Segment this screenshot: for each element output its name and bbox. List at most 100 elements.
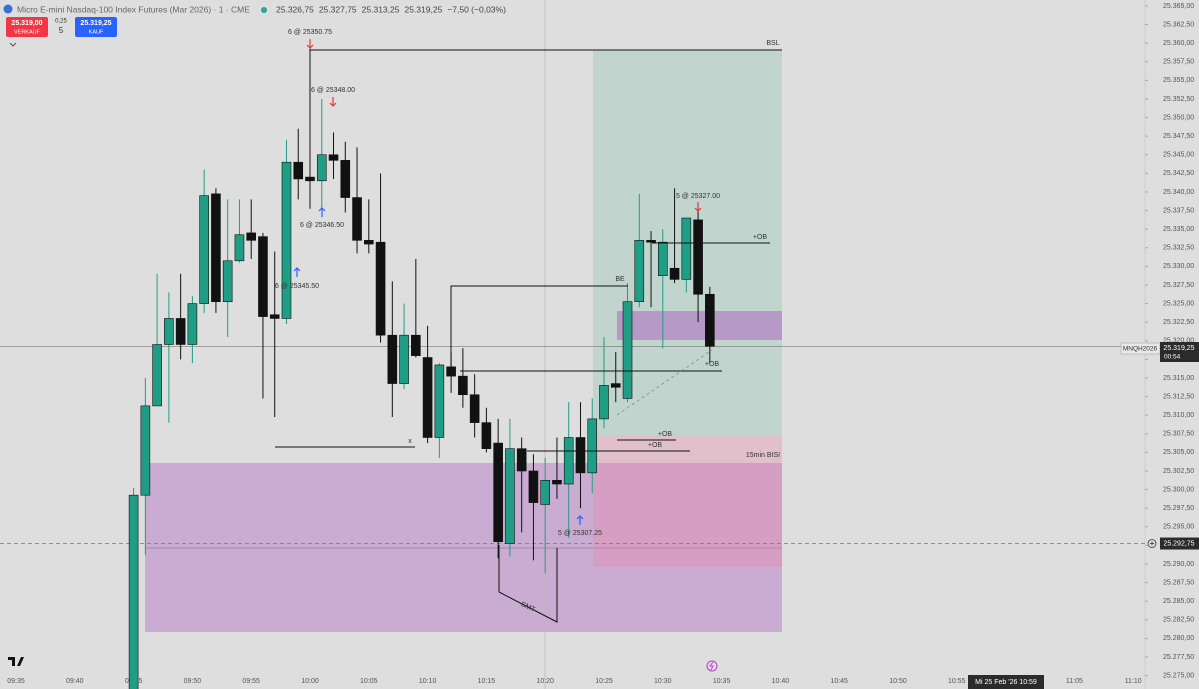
collapse-icon[interactable] [9,42,17,47]
candle-body [669,267,680,280]
annotation: +OB [705,361,720,368]
y-tick-label: 25.280,00 [1163,635,1194,642]
x-tick-label: 09:55 [242,678,260,685]
ob-zone [617,311,782,340]
y-tick-label: 25.285,00 [1163,598,1194,605]
add-alert-button[interactable] [1147,539,1157,548]
y-tick-label: 25.332,50 [1163,245,1194,252]
market-status [261,7,267,13]
candle-body [505,448,515,544]
tv-logo [8,657,24,666]
candle-body [563,437,574,485]
sell-label: VERKAUF [14,29,41,35]
candle-body [258,236,268,317]
x-tick-label: 10:00 [301,678,319,685]
candle-body [199,195,209,304]
fvg-zone [145,463,782,632]
ohlc-value: 25.319,25 [404,4,442,14]
x-tick-label: 09:40 [66,678,84,685]
candle-body [587,418,598,474]
y-tick-label: 25.345,00 [1163,152,1194,159]
y-tick-label: 25.330,00 [1163,263,1194,270]
candle-body [493,442,503,542]
candle-body [693,219,703,295]
sell-arrow [694,202,702,212]
annotation: 15min BISI [746,452,780,459]
loss-zone [593,435,782,567]
x-tick-label: 10:10 [419,678,437,685]
y-tick-label: 25.312,50 [1163,393,1194,400]
y-tick-label: 25.347,50 [1163,133,1194,140]
y-tick-label: 25.342,50 [1163,170,1194,177]
x-tick-label: 10:50 [889,678,907,685]
candle-body [458,375,468,396]
candle-body [634,240,645,303]
y-tick-label: 25.295,00 [1163,524,1194,531]
candle-body [575,437,586,474]
annotation: +OB [753,234,768,241]
buy-button[interactable] [75,17,117,37]
annotation: x [408,438,412,445]
y-tick-label: 25.320,00 [1163,338,1194,345]
sell-button[interactable] [6,17,48,37]
y-tick-label: 25.350,00 [1163,114,1194,121]
annotation: +OB [658,431,673,438]
x-tick-label: 10:05 [360,678,378,685]
candle-body [622,301,633,399]
candle-body [222,260,233,303]
candle-body [305,176,315,182]
y-tick-label: 25.282,50 [1163,617,1194,624]
replay-icon[interactable] [706,660,718,672]
candle-body [269,314,280,319]
annotation: 6 @ 25350.75 [288,29,332,36]
y-tick-label: 25.277,50 [1163,654,1194,661]
y-tick-label: 25.355,00 [1163,77,1194,84]
candle-body [705,293,715,347]
candle-body [281,161,292,319]
last-price-tag [1160,342,1199,362]
y-tick-label: 25.302,50 [1163,468,1194,475]
y-tick-label: 25.337,50 [1163,207,1194,214]
candle-body [610,383,621,388]
candle-body [599,385,609,420]
candle-body [552,479,562,485]
ohlc-value: 25.313,25 [362,4,400,14]
sell-arrow [306,39,314,49]
candle-body [411,334,421,356]
annotation: 6 @ 25348.00 [311,87,355,94]
candle-body [387,334,398,384]
quantity[interactable]: 5 [59,26,64,35]
x-tick-label: 10:30 [654,678,672,685]
x-tick-label: 10:25 [595,678,613,685]
candle-body [469,394,480,423]
y-tick-label: 25.362,50 [1163,21,1194,28]
annotation: 5 @ 25327.00 [676,193,720,200]
y-tick-label: 25.327,50 [1163,282,1194,289]
candle-body [316,154,327,182]
position-line [616,349,713,416]
buy-arrow [576,515,584,525]
ohlc-value: 25.327,75 [319,4,357,14]
candle-body [340,160,351,198]
y-tick-label: 25.290,00 [1163,561,1194,568]
candle-body [434,364,445,438]
candle-body [175,318,186,345]
y-tick-label: 25.357,50 [1163,59,1194,66]
candle-body [187,303,198,345]
ohlc-value: 25.326,75 [276,4,314,14]
sell-price: 25.319,00 [11,20,42,27]
candle-body [352,197,362,241]
crosshair-price-label: 25.292,75 [1163,540,1194,547]
candle-body [363,240,374,245]
candle-body [152,344,162,407]
x-tick-label: 10:15 [478,678,496,685]
candle-body [422,357,433,438]
candle-body [328,154,339,161]
replay-bolt [709,661,714,671]
countdown-label: 00:54 [1164,354,1181,361]
annotation: 5 @ 25307.25 [558,530,602,537]
y-tick-label: 25.365,00 [1163,3,1194,10]
candle-body [646,240,656,243]
y-tick-label: 25.310,00 [1163,412,1194,419]
